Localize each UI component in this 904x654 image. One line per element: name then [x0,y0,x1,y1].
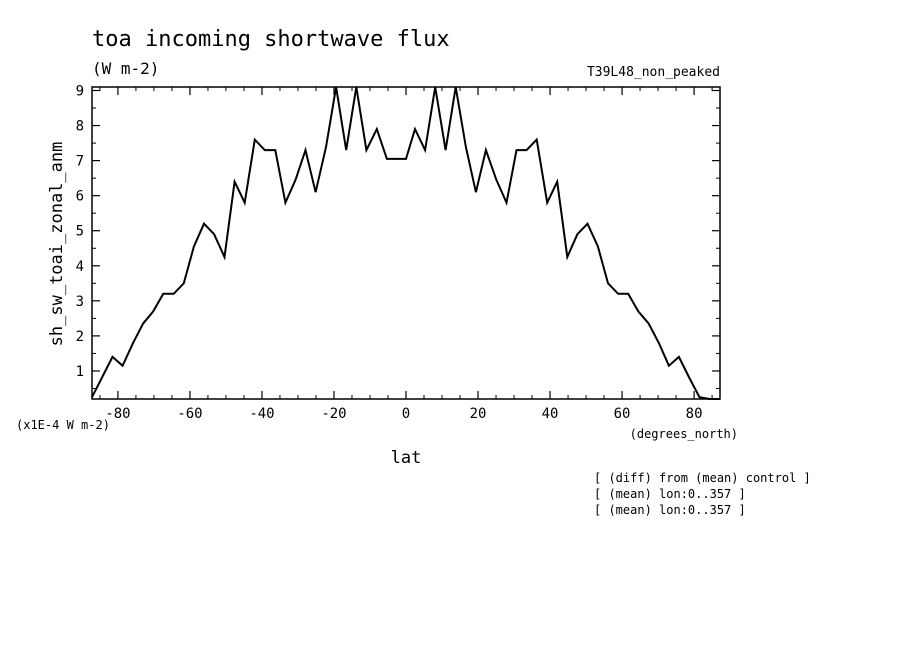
y-tick-label: 5 [76,224,84,240]
y-tick-label: 4 [76,259,84,275]
run-label: T39L48_non_peaked [587,65,720,80]
x-units-label: (degrees_north) [630,427,738,441]
annotation-line: [ (mean) lon:0..357 ] [594,503,746,517]
x-axis-label: lat [391,448,422,468]
annotation-line: [ (diff) from (mean) control ] [594,471,811,485]
x-tick-label: 40 [542,406,559,422]
y-axis-label: sh_sw_toai_zonal_anm [47,142,67,347]
y-tick-label: 6 [76,189,84,205]
y-tick-label: 1 [76,364,84,380]
annotation-line: [ (mean) lon:0..357 ] [594,487,746,501]
chart-title: toa incoming shortwave flux [92,27,450,52]
x-tick-label: -60 [177,406,202,422]
x-tick-label: 0 [402,406,410,422]
x-tick-label: 20 [470,406,487,422]
x-tick-label: 60 [614,406,631,422]
series-line [91,86,720,400]
axis-ticks [92,87,720,399]
y-tick-label: 8 [76,119,84,135]
y-tick-label: 2 [76,329,84,345]
chart-subtitle: (W m-2) [92,59,159,78]
axis-tick-labels: -80 -60 -40 -20 0 20 40 60 80 1 2 3 4 5 6 7 8 9 [76,84,703,422]
x-tick-label: -80 [105,406,130,422]
series-group [91,86,720,400]
plot-frame [91,86,721,400]
y-tick-label: 7 [76,154,84,170]
x-tick-label: -20 [321,406,346,422]
x-tick-label: 80 [686,406,703,422]
x-tick-label: -40 [249,406,274,422]
y-scale-note: (x1E-4 W m-2) [16,418,110,432]
y-tick-label: 3 [76,294,84,310]
y-tick-label: 9 [76,84,84,100]
